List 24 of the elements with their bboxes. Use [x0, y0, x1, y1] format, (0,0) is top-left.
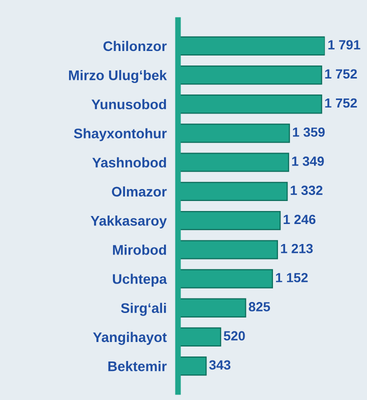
y-tick-label: Chilonzor	[103, 40, 167, 52]
y-tick-label: Uchtepa	[112, 274, 167, 287]
y-tick-label: Yashnobod	[92, 157, 166, 168]
y-tick-label: Yunusobod	[92, 99, 166, 110]
y-tick-label: Sirg‘ali	[120, 302, 166, 316]
data-label: 520	[224, 331, 245, 341]
y-tick-label: Olmazor	[112, 186, 167, 197]
y-tick-label: Mirobod	[113, 244, 166, 255]
data-label: 1 332	[290, 186, 322, 196]
data-label: 1 152	[276, 272, 308, 282]
y-tick-label: Shayxontohur	[74, 128, 167, 142]
y-tick-label: Yangihayot	[93, 332, 167, 345]
data-label: 1 213	[281, 244, 313, 254]
data-label: 1 246	[284, 214, 316, 224]
data-label: 343	[209, 360, 230, 370]
data-label: 1 359	[292, 127, 325, 137]
data-label: 825	[248, 302, 270, 312]
y-tick-label: Mirzo Ulug‘bek	[69, 70, 167, 84]
data-label: 1 791	[328, 40, 360, 50]
data-label: 1 349	[292, 156, 324, 166]
y-tick-label: Bektemir	[108, 361, 167, 372]
data-label: 1 752	[325, 98, 357, 108]
y-tick-label: Yakkasaroy	[90, 216, 167, 228]
data-label: 1 752	[325, 69, 357, 79]
